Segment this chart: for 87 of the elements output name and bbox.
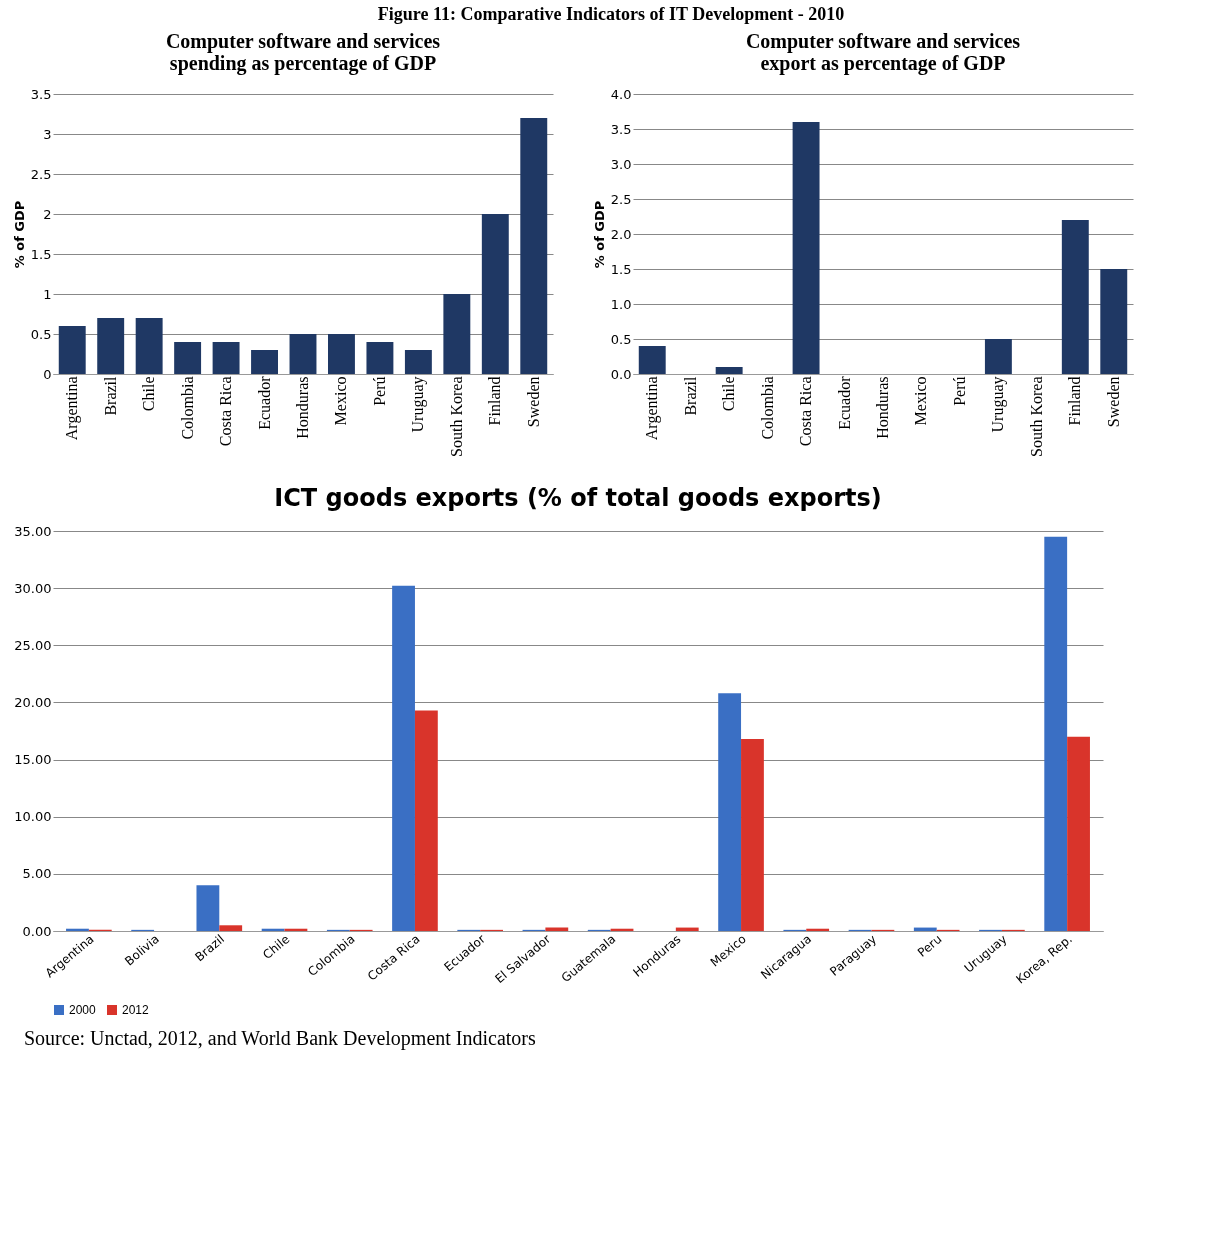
x-tick-label: Honduras (874, 376, 891, 439)
y-axis-title: % of GDP (11, 200, 27, 269)
bar (1061, 220, 1089, 374)
bar (219, 925, 243, 931)
chart-title: ICT goods exports (% of total goods exports) (274, 484, 882, 512)
x-tick-label: Finland (1066, 376, 1084, 426)
y-tick-label: 0.00 (22, 923, 52, 939)
x-tick-label: South Korea (1027, 376, 1045, 457)
y-tick-label: 0.5 (610, 331, 632, 347)
x-tick-label: Costa Rica (797, 376, 815, 447)
x-tick-label: Brazil (681, 375, 699, 416)
legend-label: 2012 (122, 1003, 150, 1017)
bar (174, 342, 202, 374)
y-tick-label: 0.5 (30, 326, 52, 342)
x-tick-label: Chile (720, 376, 738, 412)
x-tick-label: Colombia (758, 376, 776, 440)
bar (58, 326, 86, 374)
chart-title: Computer software and services export as percentage of GDP (745, 30, 1021, 75)
x-tick-label: Mexico (332, 376, 350, 426)
caption: Figure 11: Comparative Indicators of IT Development - 2010 (376, 3, 846, 26)
y-tick-label: 4.0 (610, 86, 632, 102)
y-tick-label: 0 (43, 366, 52, 382)
bar (414, 710, 438, 931)
bar (196, 885, 220, 931)
y-tick-label: 3 (43, 126, 52, 142)
bar (638, 346, 666, 374)
x-tick-label: Chile (140, 376, 158, 412)
x-tick-label: Perú (950, 376, 968, 406)
x-tick-label: Argentina (643, 376, 662, 441)
bar (741, 739, 764, 931)
bar (1100, 269, 1128, 374)
bar (392, 585, 415, 931)
legend-label: 2000 (69, 1003, 97, 1017)
y-axis-title: % of GDP (591, 200, 607, 269)
bar (251, 350, 278, 374)
y-tick-label: 3.0 (610, 156, 632, 172)
bar (1067, 736, 1090, 931)
x-tick-label: Finland (486, 376, 504, 426)
x-tick-label: Ecuador (835, 375, 853, 430)
bar (328, 334, 355, 374)
bar (520, 118, 548, 374)
y-tick-label: 20.00 (14, 694, 52, 710)
y-tick-label: 2 (43, 206, 52, 222)
x-tick-label: Uruguay (409, 376, 428, 433)
bar (289, 334, 317, 374)
bar (135, 318, 163, 374)
y-tick-label: 1.5 (30, 246, 52, 262)
bar (792, 122, 820, 374)
bar (366, 342, 394, 374)
bar (1044, 536, 1068, 931)
y-tick-label: 1.5 (610, 261, 632, 277)
y-tick-label: 1 (43, 286, 52, 302)
y-tick-label: 2.5 (30, 166, 52, 182)
bar (984, 339, 1012, 374)
x-tick-label: Argentina (63, 376, 82, 441)
x-tick-label: Mexico (912, 376, 930, 426)
y-tick-label: 10.00 (14, 809, 52, 825)
y-tick-label: 3.5 (610, 121, 632, 137)
y-tick-label: 2.5 (610, 191, 632, 207)
bar (404, 350, 432, 374)
y-tick-label: 35.00 (14, 523, 52, 539)
y-tick-label: 3.5 (30, 86, 52, 102)
x-tick-label: Costa Rica (217, 376, 235, 447)
y-tick-label: 1.0 (610, 296, 632, 312)
y-tick-label: 25.00 (14, 637, 52, 653)
bar (212, 342, 240, 374)
y-tick-label: 0.0 (610, 366, 632, 382)
x-tick-label: Sweden (1104, 376, 1122, 428)
x-tick-label: Honduras (294, 376, 311, 439)
x-tick-label: Perú (370, 376, 388, 406)
chart-title: Computer software and services spending as percentage of GDP (165, 30, 441, 75)
x-tick-label: Brazil (101, 375, 119, 416)
bar (481, 214, 509, 374)
x-tick-label: South Korea (447, 376, 465, 457)
y-tick-label: 2.0 (610, 226, 632, 242)
source-note: Source: Unctad, 2012, and World Bank Development Indicators (23, 1026, 537, 1052)
bar (443, 294, 471, 374)
x-tick-label: Colombia (178, 376, 196, 440)
y-tick-label: 30.00 (14, 580, 52, 596)
bar (715, 367, 743, 374)
y-tick-label: 15.00 (14, 752, 52, 768)
bar (718, 693, 742, 931)
y-tick-label: 5.00 (22, 866, 52, 882)
x-tick-label: Ecuador (255, 375, 273, 430)
x-tick-label: Uruguay (989, 376, 1008, 433)
x-tick-label: Sweden (524, 376, 542, 428)
bar (97, 318, 125, 374)
